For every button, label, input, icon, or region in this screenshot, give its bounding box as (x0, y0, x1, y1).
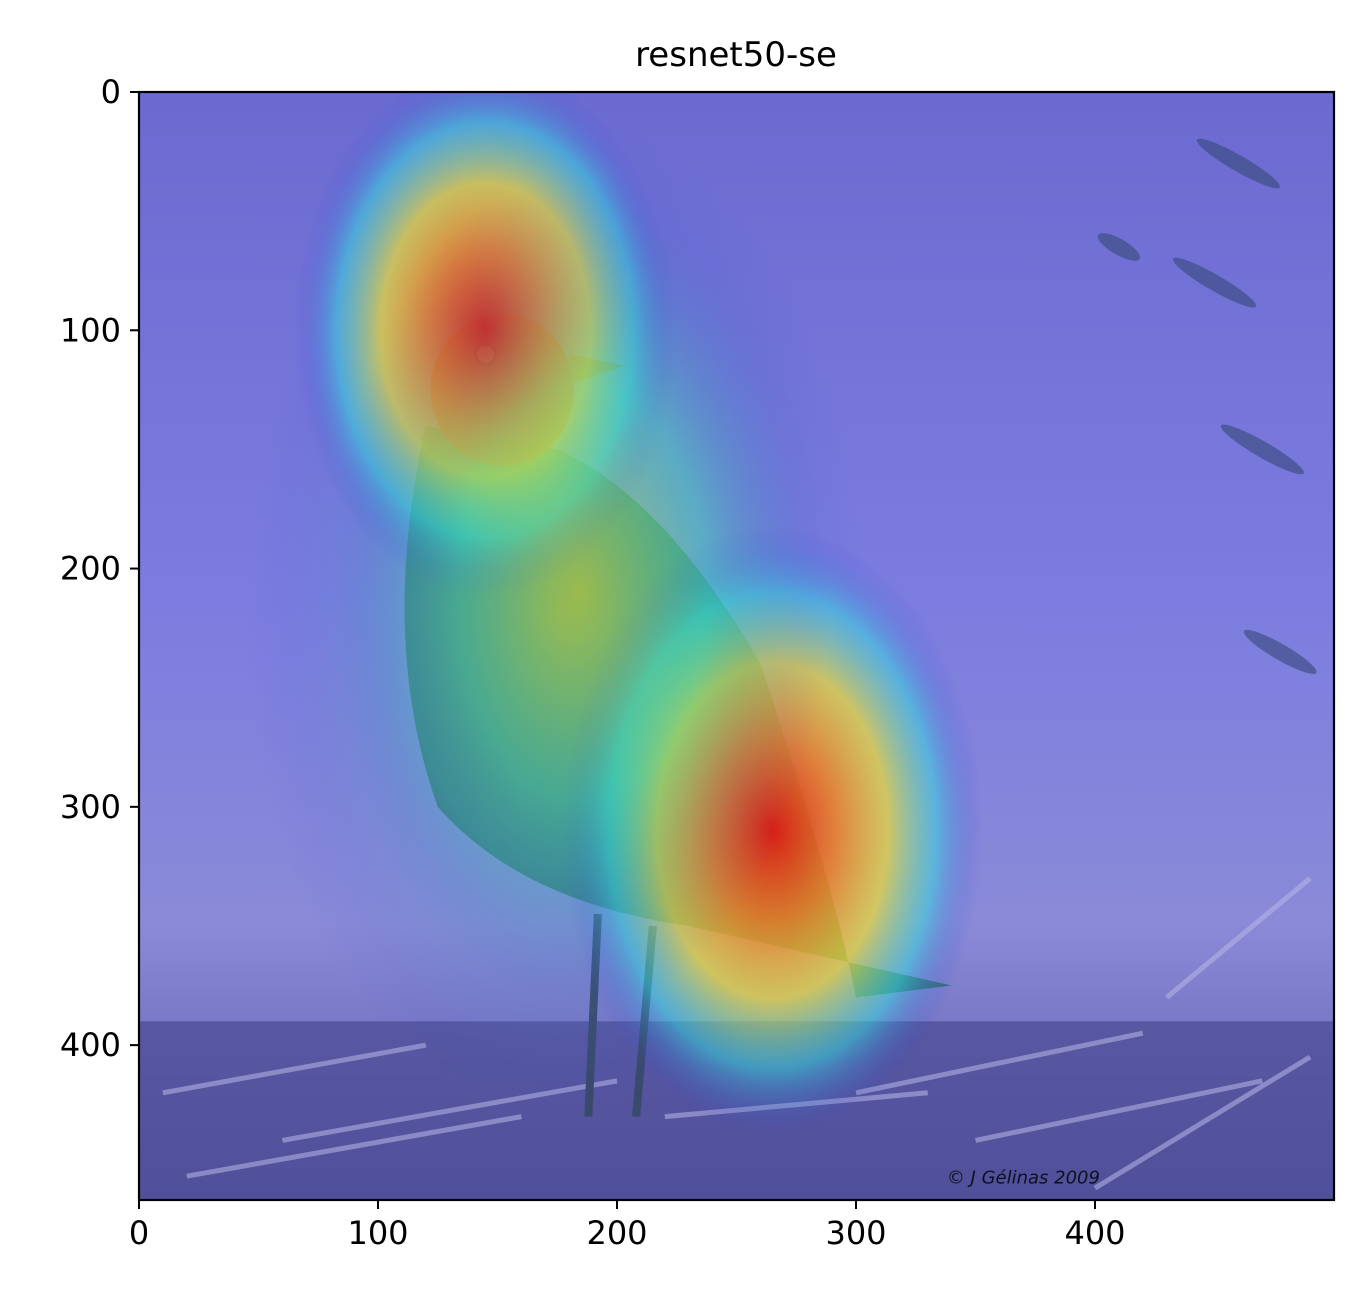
debris-stick (1093, 1054, 1312, 1191)
chart-title: resnet50-se (635, 35, 837, 75)
debris-stick (1165, 876, 1312, 1000)
y-axis: 0 100 200 300 400 (60, 73, 139, 1064)
foliage-leaf (1097, 233, 1140, 261)
watermark-text: © J Gélinas 2009 (947, 1167, 1100, 1188)
heatmap-hotspot (332, 173, 830, 1012)
y-tick-label: 100 (60, 311, 121, 349)
x-tick-label: 300 (825, 1214, 886, 1252)
x-tick-label: 200 (586, 1214, 647, 1252)
foliage-leaf (1172, 257, 1257, 308)
foliage-leaf (1243, 629, 1317, 674)
y-tick-label: 0 (101, 73, 121, 111)
x-axis: 0 100 200 300 400 (129, 1200, 1126, 1252)
foliage-leaf (1220, 424, 1304, 475)
debris-stick (974, 1078, 1263, 1143)
plot-frame (137, 90, 1336, 1202)
foliage-leaf (1196, 138, 1280, 189)
debris-stick (186, 1114, 522, 1179)
x-tick-label: 100 (347, 1214, 408, 1252)
plot-area: © J Gélinas 2009 (139, 92, 1334, 1200)
y-tick-label: 400 (60, 1026, 121, 1064)
debris-stick (162, 1042, 427, 1096)
x-tick-label: 0 (129, 1214, 149, 1252)
y-tick-label: 300 (60, 788, 121, 826)
x-tick-label: 400 (1064, 1214, 1125, 1252)
y-tick-label: 200 (60, 550, 121, 588)
heatmap-overlay (246, 92, 983, 1136)
debris-stick (855, 1030, 1144, 1096)
